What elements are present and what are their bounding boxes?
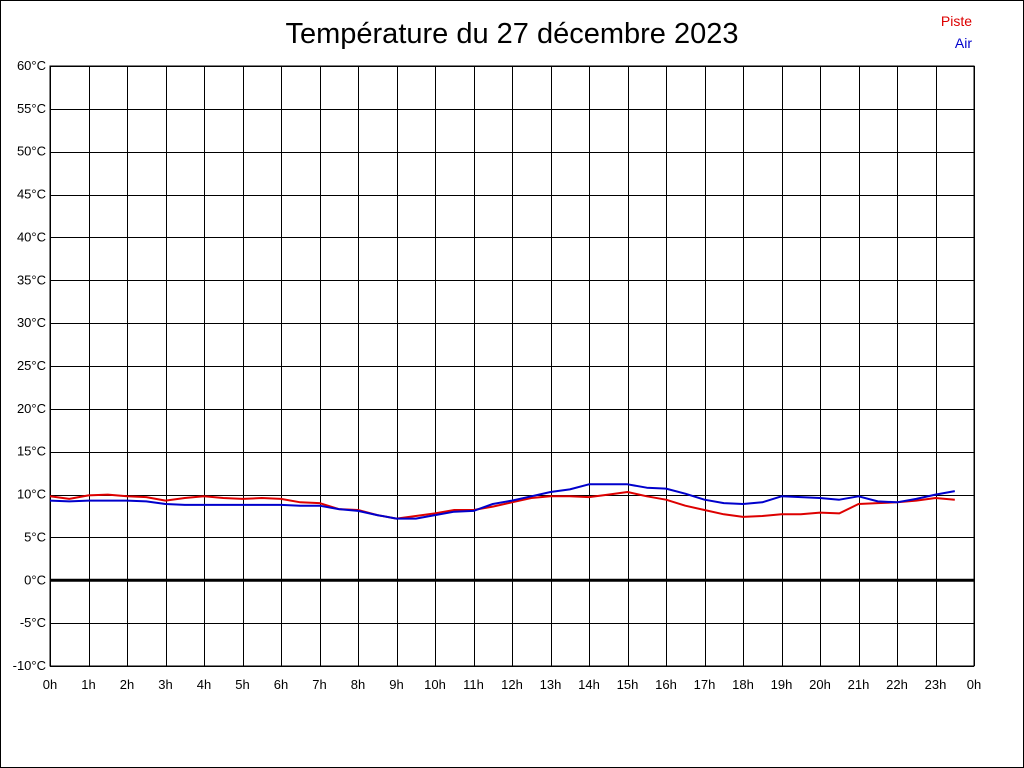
y-tick-label: 5°C <box>24 529 46 544</box>
x-tick-label: 12h <box>501 677 523 692</box>
x-tick-label: 14h <box>578 677 600 692</box>
x-tick-label: 13h <box>540 677 562 692</box>
x-tick-label: 2h <box>120 677 134 692</box>
x-tick-label: 10h <box>424 677 446 692</box>
x-tick-label: 20h <box>809 677 831 692</box>
y-tick-label: 25°C <box>17 358 46 373</box>
x-tick-label: 16h <box>655 677 677 692</box>
x-tick-label: 23h <box>925 677 947 692</box>
x-tick-label: 5h <box>235 677 249 692</box>
y-tick-label: 50°C <box>17 144 46 159</box>
y-tick-label: 10°C <box>17 487 46 502</box>
x-tick-label: 6h <box>274 677 288 692</box>
y-tick-label: 45°C <box>17 187 46 202</box>
x-tick-label: 21h <box>848 677 870 692</box>
x-tick-label: 18h <box>732 677 754 692</box>
y-tick-label: -10°C <box>13 658 46 673</box>
series-line-air <box>49 483 955 520</box>
x-tick-label: 0h <box>967 677 981 692</box>
x-tick-label: 3h <box>158 677 172 692</box>
legend-air: Air <box>954 35 972 51</box>
chart-title: Température du 27 décembre 2023 <box>285 18 739 50</box>
y-tick-label: 60°C <box>17 58 46 73</box>
x-tick-label: 7h <box>312 677 326 692</box>
y-tick-label: 15°C <box>17 444 46 459</box>
x-tick-label: 19h <box>771 677 793 692</box>
x-tick-label: 11h <box>463 677 484 692</box>
x-tick-label: 8h <box>351 677 365 692</box>
x-tick-label: 9h <box>389 677 403 692</box>
x-tick-label: 17h <box>694 677 716 692</box>
legend-piste: Piste <box>940 13 972 29</box>
y-tick-label: 0°C <box>24 572 46 587</box>
x-tick-label: 0h <box>43 677 57 692</box>
x-tick-label: 15h <box>617 677 639 692</box>
x-tick-label: 22h <box>886 677 908 692</box>
y-tick-label: -5°C <box>20 615 46 630</box>
series-line-piste <box>49 491 955 520</box>
x-tick-label: 1h <box>81 677 95 692</box>
y-tick-label: 35°C <box>17 272 46 287</box>
x-tick-label: 4h <box>197 677 211 692</box>
y-tick-label: 30°C <box>17 315 46 330</box>
y-tick-label: 40°C <box>17 229 46 244</box>
y-tick-label: 20°C <box>17 401 46 416</box>
y-tick-label: 55°C <box>17 101 46 116</box>
